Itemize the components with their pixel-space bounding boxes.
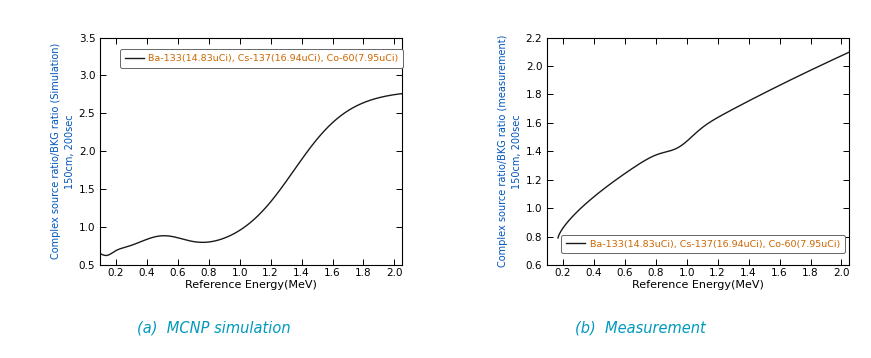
- Text: (b)  Measurement: (b) Measurement: [575, 321, 706, 336]
- Y-axis label: Complex source ratio/BKG ratio (Simulation)
150cm, 200sec: Complex source ratio/BKG ratio (Simulati…: [51, 43, 75, 260]
- Y-axis label: Complex source ratio/BKG ratio (measurement)
150cm, 200sec: Complex source ratio/BKG ratio (measurem…: [498, 35, 522, 267]
- Legend: Ba-133(14.83uCi), Cs-137(16.94uCi), Co-60(7.95uCi): Ba-133(14.83uCi), Cs-137(16.94uCi), Co-6…: [120, 49, 403, 68]
- X-axis label: Reference Energy(MeV): Reference Energy(MeV): [632, 280, 764, 290]
- Text: (a)  MCNP simulation: (a) MCNP simulation: [137, 321, 290, 336]
- Legend: Ba-133(14.83uCi), Cs-137(16.94uCi), Co-60(7.95uCi): Ba-133(14.83uCi), Cs-137(16.94uCi), Co-6…: [561, 235, 845, 253]
- X-axis label: Reference Energy(MeV): Reference Energy(MeV): [186, 280, 317, 290]
